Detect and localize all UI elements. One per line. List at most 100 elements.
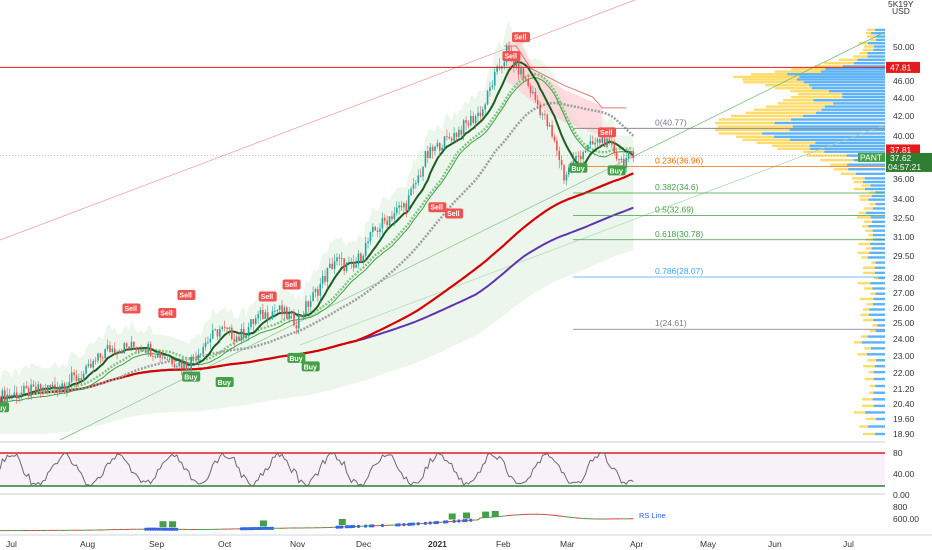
candle-body [49, 385, 51, 388]
volume-bar-up [869, 384, 876, 388]
signal-label: Buy [304, 364, 317, 371]
volume-bar-up [715, 121, 775, 125]
volume-bar-up [862, 432, 875, 436]
candle-body [369, 232, 372, 242]
volume-bar-up [873, 276, 879, 280]
volume-bar-up [864, 45, 874, 48]
candle-body [18, 395, 20, 399]
volume-bar-up [777, 102, 834, 105]
rs-new-high-dot [464, 518, 468, 523]
volume-bar-down [868, 225, 885, 228]
candle-body [309, 301, 312, 307]
rs-new-high-dot [380, 523, 384, 528]
candle-body [219, 328, 221, 337]
volume-bar-up [798, 92, 843, 96]
rs-badge [463, 512, 471, 519]
candle-body [364, 243, 367, 256]
candle-body [477, 112, 479, 117]
rs-new-high-dot [423, 521, 428, 525]
price-tick: 50.00 [893, 42, 915, 52]
volume-bar-down [868, 198, 885, 201]
candle-body [63, 383, 66, 390]
volume-bar-down [824, 105, 885, 108]
candle-body [568, 167, 570, 175]
price-tick: 20.40 [893, 399, 915, 409]
volume-bar-up [861, 184, 871, 187]
candle-body [613, 144, 616, 153]
candle-body [35, 386, 37, 392]
candle-body [264, 312, 267, 320]
volume-bar-down [875, 261, 885, 264]
volume-bar-down [869, 251, 885, 255]
volume-bar-up [861, 404, 874, 408]
candle-body [290, 312, 293, 314]
candle-body [438, 143, 441, 151]
volume-bar-up [861, 256, 868, 259]
candle-body [176, 366, 178, 368]
volume-bar-down [809, 144, 885, 147]
price-tick: 36.00 [893, 174, 915, 184]
time-tick: Jun [768, 539, 782, 549]
volume-bar-up [863, 266, 875, 269]
volume-bar-up [866, 303, 874, 306]
volume-bar-down [799, 75, 885, 79]
candle-body [407, 195, 410, 212]
volume-bar-down [870, 282, 885, 285]
buy-signal [182, 371, 201, 382]
candle-body [348, 262, 350, 263]
candle-body [199, 354, 202, 355]
candle-body [446, 136, 448, 138]
volume-bar-up [863, 287, 873, 290]
volume-bar-up [864, 347, 871, 350]
volume-bar-down [867, 335, 885, 338]
volume-bar-down [868, 313, 885, 316]
candle-body [314, 289, 317, 293]
candle-body [82, 373, 85, 381]
candle-body [252, 319, 255, 324]
volume-bar-down [774, 121, 885, 125]
candle-body [300, 314, 302, 317]
candle-body [73, 372, 75, 376]
candle-body [424, 151, 427, 167]
candle-body [560, 160, 563, 166]
candle-body [357, 253, 360, 265]
volume-bar-up [863, 207, 873, 210]
candle-body [603, 137, 606, 148]
rs-new-high-dot [402, 522, 406, 527]
candle-body [70, 372, 73, 382]
candle-body [185, 362, 188, 371]
candle-body [345, 262, 348, 271]
candle-body [608, 138, 611, 142]
price-tick: 21.20 [893, 384, 915, 394]
candle-body [94, 360, 97, 362]
volume-bar-down [867, 42, 885, 45]
candle-body [517, 59, 520, 75]
price-tick: 26.00 [893, 303, 915, 313]
rs-new-high-dot [165, 527, 169, 531]
price-tick: 22.00 [893, 368, 915, 378]
signal-label: Sell [514, 35, 527, 42]
volume-bar-down [871, 194, 885, 198]
volume-bar-down [815, 141, 885, 144]
candle-body [324, 276, 326, 282]
candle-body [54, 384, 56, 388]
candle-body [546, 114, 549, 127]
candle-body [340, 258, 343, 260]
volume-bar-down [861, 341, 885, 344]
volume-bar-down [853, 61, 885, 65]
volume-bar-down [875, 191, 885, 194]
rs-new-high-dot [352, 524, 356, 529]
volume-bar-down [872, 233, 885, 237]
candle-body [496, 66, 498, 72]
candle-body [3, 390, 6, 402]
candle-body [383, 217, 386, 221]
volume-bar-up [862, 225, 869, 228]
candle-body [431, 147, 434, 152]
volume-bar-down [867, 55, 885, 58]
ticker-label: PANT [860, 152, 882, 162]
rs-new-high-dot [462, 519, 466, 523]
ma-50 [0, 101, 635, 404]
candle-body [513, 57, 515, 68]
